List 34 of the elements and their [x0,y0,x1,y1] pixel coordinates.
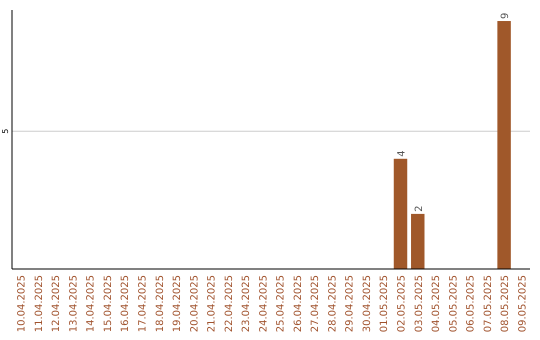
x-tick-label: 07.05.2025 [482,275,494,332]
x-tick-label: 20.04.2025 [189,275,200,332]
x-tick-label: 27.04.2025 [310,275,322,332]
x-tick-label: 30.04.2025 [362,275,373,332]
x-tick-label: 17.04.2025 [138,275,148,332]
x-tick-label: 08.05.2025 [500,275,512,332]
x-tick-label: 03.05.2025 [414,275,425,332]
x-tick-label: 15.04.2025 [102,275,114,332]
x-tick-label: 11.04.2025 [34,275,45,332]
x-tick-label: 16.04.2025 [120,275,132,332]
x-tick-label: 01.05.2025 [379,275,390,332]
x-tick-label: 26.04.2025 [292,275,304,332]
y-tick-label: 5 [1,128,10,134]
x-tick-label: 12.04.2025 [51,275,62,332]
x-tick-label: 29.04.2025 [344,275,356,332]
x-tick-label: 14.04.2025 [86,275,97,332]
x-tick-label: 25.04.2025 [276,275,287,332]
x-tick-label: 21.04.2025 [206,275,218,332]
x-tick-label: 10.04.2025 [16,275,28,332]
x-tick-label: 05.05.2025 [448,275,460,332]
x-tick-label: 09.05.2025 [517,275,528,332]
x-tick-label: 02.05.2025 [396,275,408,332]
x-tick-label: 28.04.2025 [327,275,338,332]
x-tick-label: 18.04.2025 [154,275,166,332]
data-label: 9 [500,12,512,20]
x-tick-label: 19.04.2025 [172,275,184,332]
x-tick-label: 13.04.2025 [68,275,80,332]
x-tick-label: 04.05.2025 [431,275,442,332]
x-tick-label: 24.04.2025 [258,275,270,332]
x-tick-label: 22.04.2025 [224,275,235,332]
x-tick-label: 06.05.2025 [466,275,477,332]
data-label: 2 [414,206,425,212]
data-label: 4 [396,150,408,157]
x-tick-label: 23.04.2025 [241,275,252,332]
